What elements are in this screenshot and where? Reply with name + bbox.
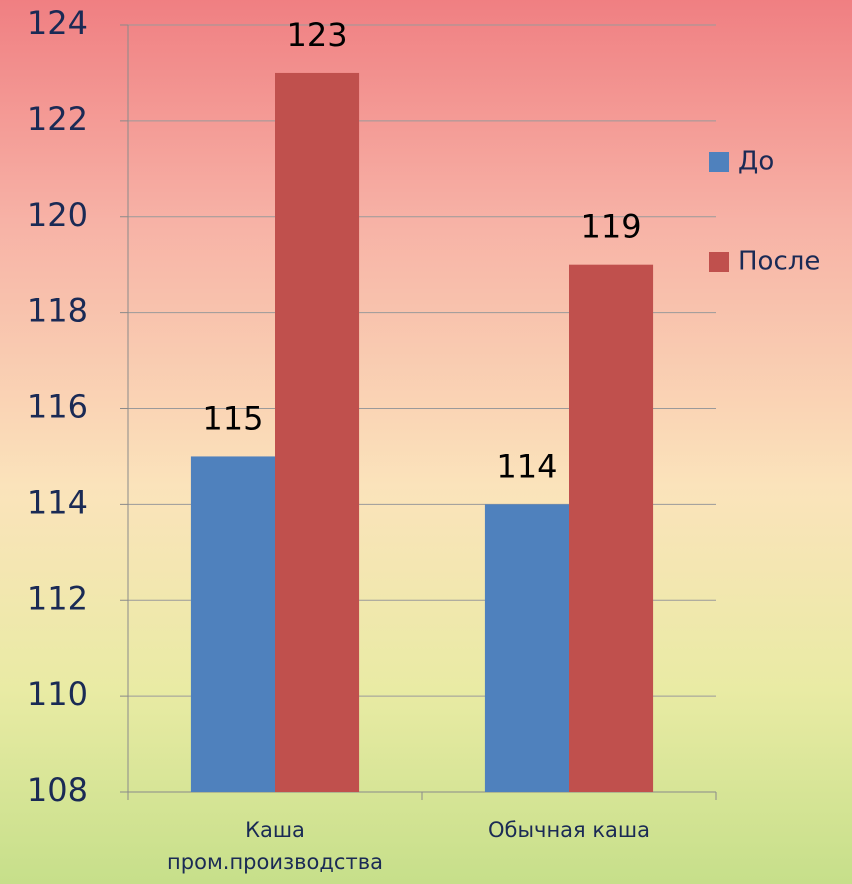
- y-tick-label: 118: [27, 292, 88, 330]
- data-label: 119: [581, 208, 642, 246]
- bar: [569, 264, 654, 792]
- y-tick-label: 124: [27, 4, 88, 42]
- y-tick-label: 108: [27, 771, 88, 809]
- legend-swatch: [709, 252, 729, 272]
- x-tick-label: Обычная каша: [487, 818, 650, 842]
- y-tick-label: 120: [27, 196, 88, 234]
- data-label: 123: [287, 16, 348, 54]
- data-label: 115: [202, 399, 263, 437]
- y-tick-label: 110: [27, 675, 88, 713]
- y-tick-label: 122: [27, 100, 88, 138]
- bar: [484, 504, 569, 792]
- bar: [190, 456, 275, 792]
- x-tick-label: Каша пром.производства: [167, 818, 383, 874]
- legend-swatch: [709, 152, 729, 172]
- y-tick-label: 112: [27, 579, 88, 617]
- legend-label: После: [738, 247, 820, 277]
- legend-label: До: [738, 147, 774, 177]
- y-tick-label: 114: [27, 483, 88, 521]
- data-label: 114: [496, 447, 557, 485]
- bar: [275, 72, 360, 792]
- y-tick-label: 116: [27, 388, 88, 426]
